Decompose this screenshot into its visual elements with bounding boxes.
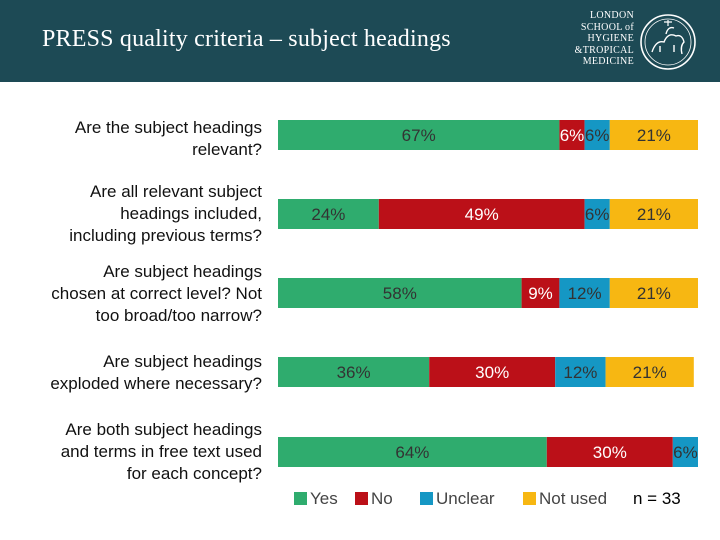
data-label-not-used-1: 21% xyxy=(637,126,671,145)
data-label-not-used-4: 21% xyxy=(633,363,667,382)
data-label-no-4: 30% xyxy=(475,363,509,382)
data-label-yes-3: 58% xyxy=(383,284,417,303)
page-title: PRESS quality criteria – subject heading… xyxy=(42,26,451,52)
legend-swatch-unclear xyxy=(420,492,433,505)
sample-size-note: n = 33 xyxy=(633,489,681,508)
legend-label-no: No xyxy=(371,489,393,508)
legend-swatch-not-used xyxy=(523,492,536,505)
data-label-unclear-2: 6% xyxy=(585,205,610,224)
bar-segment-unclear-1 xyxy=(584,120,610,150)
lshtm-logo: LONDON SCHOOL of HYGIENE &TROPICAL MEDIC… xyxy=(566,10,716,72)
bar-segment-no-3 xyxy=(521,278,560,308)
seal-icon xyxy=(640,14,696,70)
data-label-unclear-5: 6% xyxy=(673,443,698,462)
bar-segment-no-4 xyxy=(429,357,556,387)
legend-swatch-yes xyxy=(294,492,307,505)
bar-segment-not-used-4 xyxy=(605,357,694,387)
data-label-no-2: 49% xyxy=(465,205,499,224)
data-label-no-5: 30% xyxy=(593,443,627,462)
logo-wordmark: LONDON SCHOOL of HYGIENE &TROPICAL MEDIC… xyxy=(574,10,634,67)
bar-segment-yes-4 xyxy=(278,357,430,387)
category-label-4: Are subject headings exploded where neces… xyxy=(50,352,262,393)
bar-segment-unclear-4 xyxy=(555,357,606,387)
data-label-yes-2: 24% xyxy=(311,205,345,224)
category-label-1: Are the subject headings relevant? xyxy=(74,118,262,159)
data-label-unclear-3: 12% xyxy=(568,284,602,303)
data-label-yes-4: 36% xyxy=(337,363,371,382)
bar-segment-not-used-2 xyxy=(609,199,698,229)
bar-segment-no-2 xyxy=(378,199,585,229)
bar-segment-yes-1 xyxy=(278,120,560,150)
bar-segment-yes-3 xyxy=(278,278,522,308)
category-label-3: Are subject headings chosen at correct le… xyxy=(51,262,262,325)
bar-segment-yes-2 xyxy=(278,199,379,229)
data-label-yes-1: 67% xyxy=(402,126,436,145)
category-label-2: Are all relevant subject headings include… xyxy=(69,182,262,245)
data-label-not-used-2: 21% xyxy=(637,205,671,224)
data-label-no-3: 9% xyxy=(528,284,553,303)
legend-label-not-used: Not used xyxy=(539,489,607,508)
stacked-bar-chart: 67% 6% 6% 21%24% 49% 6% 21%58% 9% 12% 21%36% 30% 12… xyxy=(278,120,698,508)
legend-label-unclear: Unclear xyxy=(436,489,495,508)
title-banner: PRESS quality criteria – subject heading… xyxy=(0,0,720,82)
bar-segment-no-1 xyxy=(559,120,585,150)
bar-segment-not-used-1 xyxy=(609,120,698,150)
bar-segment-unclear-5 xyxy=(672,437,698,467)
data-label-not-used-3: 21% xyxy=(637,284,671,303)
bar-segment-yes-5 xyxy=(278,437,547,467)
data-label-no-1: 6% xyxy=(560,126,585,145)
data-label-yes-5: 64% xyxy=(395,443,429,462)
bar-segment-unclear-2 xyxy=(584,199,610,229)
bar-segment-no-5 xyxy=(546,437,673,467)
data-label-unclear-4: 12% xyxy=(563,363,597,382)
legend-swatch-no xyxy=(355,492,368,505)
bar-segment-not-used-3 xyxy=(609,278,698,308)
bar-segment-unclear-3 xyxy=(559,278,610,308)
legend-label-yes: Yes xyxy=(310,489,338,508)
data-label-unclear-1: 6% xyxy=(585,126,610,145)
category-label-5: Are both subject headings and terms in fr… xyxy=(60,420,262,483)
